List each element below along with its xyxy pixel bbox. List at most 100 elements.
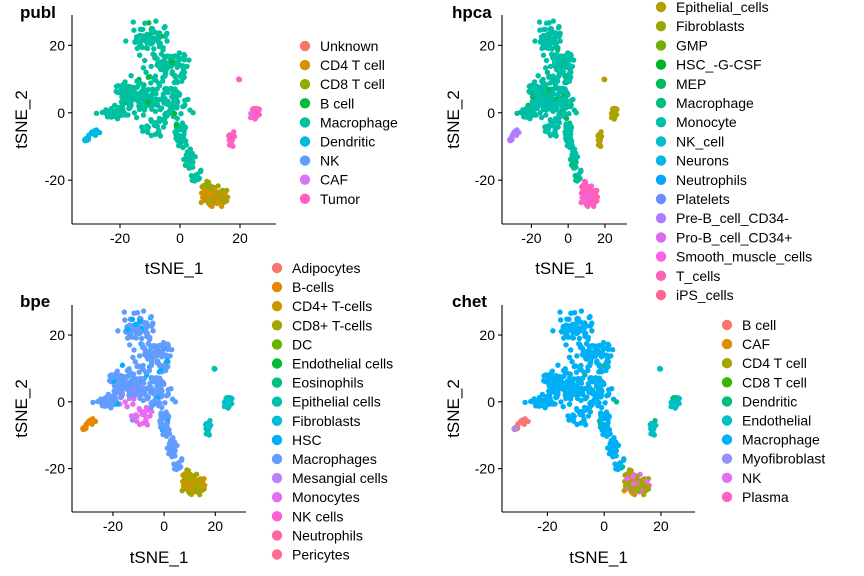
scatter-point (586, 351, 592, 357)
legend: B cell CAF CD4 T cell CD8 T cell Dendritic En… (721, 317, 825, 505)
legend-key (271, 415, 283, 426)
scatter-point (160, 124, 167, 130)
scatter-point (557, 38, 563, 44)
legend-label: Mesangial cells (292, 470, 388, 486)
scatter-point (123, 91, 129, 97)
scatter-point (130, 393, 136, 399)
scatter-point (650, 431, 657, 437)
scatter-point (647, 422, 653, 428)
scatter-point (150, 390, 156, 397)
scatter-point (556, 115, 562, 121)
scatter-point (607, 431, 613, 437)
x-axis-title: tSNE_1 (569, 548, 628, 567)
scatter-point (610, 452, 616, 458)
scatter-point (541, 90, 547, 97)
scatter-point (180, 135, 187, 141)
scatter-point (555, 53, 562, 60)
scatter-point (574, 421, 580, 428)
scatter-point (566, 393, 573, 399)
y-axis-title: tSNE_2 (12, 90, 31, 149)
scatter-point (122, 112, 129, 118)
y-axis-title: tSNE_2 (12, 379, 31, 438)
scatter-point (181, 74, 187, 81)
scatter-point (550, 73, 556, 79)
scatter-point (550, 401, 556, 407)
scatter-point (168, 53, 175, 60)
scatter-point (168, 101, 174, 107)
scatter-point (543, 65, 549, 71)
scatter-point (578, 362, 584, 369)
scatter-point (165, 346, 171, 353)
y-axis-title: tSNE_2 (444, 90, 463, 149)
scatter-point (567, 326, 573, 332)
scatter-point (585, 380, 592, 387)
scatter-point (158, 411, 164, 417)
scatter-point (164, 38, 170, 44)
legend-key (721, 396, 733, 407)
scatter-point (207, 202, 213, 208)
scatter-point (187, 490, 193, 496)
scatter-points (511, 308, 682, 498)
scatter-point (231, 133, 238, 140)
scatter-point (187, 473, 193, 480)
scatter-point (148, 313, 154, 320)
scatter-point (135, 98, 141, 105)
scatter-point (144, 330, 151, 336)
legend-label: Adipocytes (292, 260, 360, 276)
panel-title: bpe (20, 292, 50, 311)
scatter-point (200, 483, 206, 490)
scatter-point (134, 78, 140, 84)
scatter-point (142, 391, 148, 398)
scatter-point (145, 129, 151, 135)
scatter-point (179, 488, 185, 494)
legend-label: B cell (320, 95, 354, 111)
scatter-point (565, 133, 571, 139)
scatter-point (552, 35, 558, 41)
scatter-point (201, 187, 207, 193)
scatter-point (140, 26, 146, 33)
scatter-point (144, 31, 150, 37)
scatter-point (113, 110, 119, 116)
legend-key (655, 117, 667, 128)
legend-key (271, 339, 283, 350)
scatter-point (152, 120, 159, 126)
scatter-point (568, 347, 574, 353)
panel-title: chet (452, 292, 487, 311)
scatter-point (130, 326, 136, 332)
scatter-point (174, 64, 180, 71)
scatter-point (154, 102, 161, 109)
scatter-point (152, 73, 159, 79)
scatter-point (578, 167, 584, 173)
scatter-point (574, 353, 580, 359)
scatter-point (555, 91, 561, 98)
scatter-point (118, 394, 125, 400)
scatter-point (226, 137, 232, 143)
legend-key (271, 281, 283, 293)
scatter-point (160, 91, 166, 98)
y-tick-label: 20 (49, 327, 65, 343)
scatter-point (553, 40, 559, 47)
scatter-point (613, 399, 620, 405)
scatter-point (131, 310, 137, 316)
scatter-point (563, 342, 569, 348)
scatter-point (124, 367, 131, 374)
scatter-point (507, 137, 513, 143)
scatter-point (165, 364, 171, 370)
legend-label: CD8 T cell (320, 76, 385, 92)
legend-label: CAF (320, 172, 348, 188)
legend-label: NK (320, 153, 340, 169)
x-tick-label: 0 (564, 230, 572, 246)
scatter-point (542, 26, 549, 33)
y-axis-title: tSNE_2 (444, 379, 463, 438)
x-tick-label: 20 (653, 518, 669, 534)
scatter-point (597, 362, 603, 369)
scatter-point (153, 91, 159, 97)
scatter-point (598, 404, 605, 411)
x-tick-label: 0 (176, 230, 184, 246)
scatter-point (156, 30, 163, 36)
scatter-point (556, 73, 562, 79)
legend-key (299, 193, 311, 204)
legend-label: CD4 T cell (320, 57, 385, 73)
scatter-point (604, 358, 611, 364)
scatter-point (599, 344, 606, 350)
